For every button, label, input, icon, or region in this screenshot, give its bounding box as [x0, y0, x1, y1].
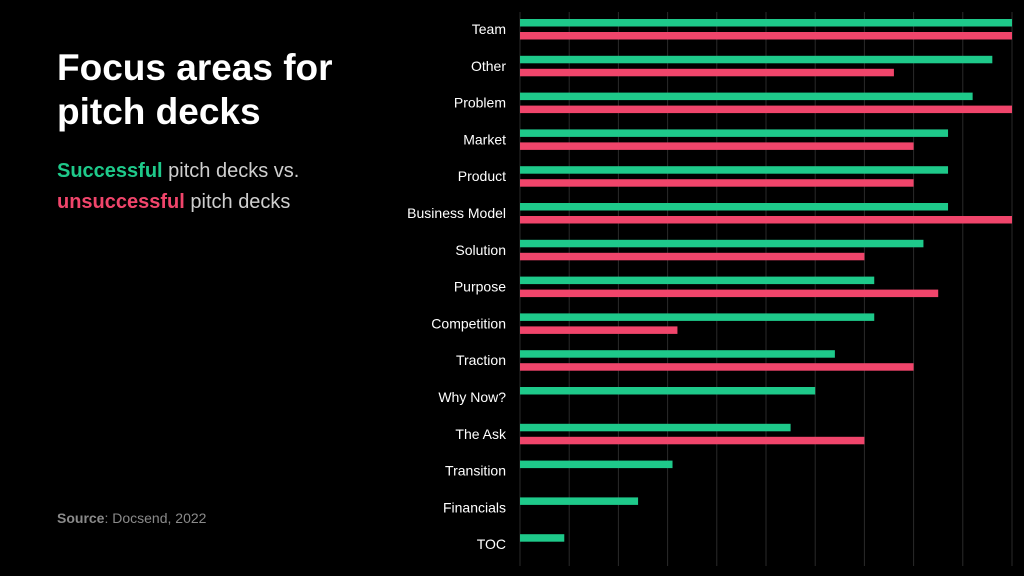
category-label: TOC [477, 536, 506, 552]
subtitle-mid-text: pitch decks vs. [162, 160, 300, 182]
bar-successful [520, 497, 639, 505]
bar-unsuccessful [520, 142, 914, 150]
bar-unsuccessful [520, 436, 865, 445]
bar-unsuccessful [520, 252, 865, 261]
category-label: Traction [456, 352, 506, 368]
category-label: Business Model [407, 205, 506, 221]
bar-successful [520, 166, 949, 174]
bar-successful [520, 313, 875, 321]
category-label: Team [472, 21, 506, 37]
bar-unsuccessful [520, 32, 1012, 40]
bar-successful [520, 239, 924, 248]
category-label: Purpose [454, 279, 506, 295]
bar-unsuccessful [520, 326, 678, 334]
bar-unsuccessful [520, 179, 914, 187]
category-label: Other [471, 58, 506, 74]
bar-successful [520, 460, 673, 469]
bar-successful [520, 203, 949, 211]
bar-successful [520, 55, 993, 64]
bar-unsuccessful [520, 289, 939, 298]
category-label: Problem [454, 95, 506, 111]
category-label: Market [463, 131, 506, 147]
bar-successful [520, 92, 973, 101]
category-label: Financials [443, 499, 506, 515]
bar-successful [520, 387, 816, 395]
bar-unsuccessful [520, 363, 914, 371]
category-label: Why Now? [438, 389, 506, 405]
bar-unsuccessful [520, 68, 894, 77]
bar-unsuccessful [520, 105, 1012, 114]
subtitle-successful: Successful [57, 160, 163, 182]
page-title: Focus areas for pitch decks [57, 47, 333, 132]
subtitle-unsuccessful: unsuccessful [57, 191, 185, 213]
category-label: Competition [431, 315, 506, 331]
subtitle-end-text: pitch decks [184, 191, 291, 213]
chart-subtitle: Successful pitch decks vs. unsuccessful p… [57, 156, 377, 218]
category-label: Transition [445, 463, 506, 479]
bar-successful [520, 19, 1012, 27]
bar-successful [520, 129, 949, 137]
category-label: The Ask [455, 426, 507, 442]
bar-successful [520, 350, 835, 358]
bar-successful [520, 534, 565, 542]
source-label: Source [57, 510, 105, 526]
bar-successful [520, 423, 791, 432]
bar-unsuccessful [520, 216, 1012, 224]
source-note: Source: Docsend, 2022 [57, 510, 206, 526]
category-label: Product [458, 168, 506, 184]
bar-successful [520, 276, 875, 285]
source-text: : Docsend, 2022 [104, 510, 207, 526]
category-label: Solution [455, 242, 506, 258]
